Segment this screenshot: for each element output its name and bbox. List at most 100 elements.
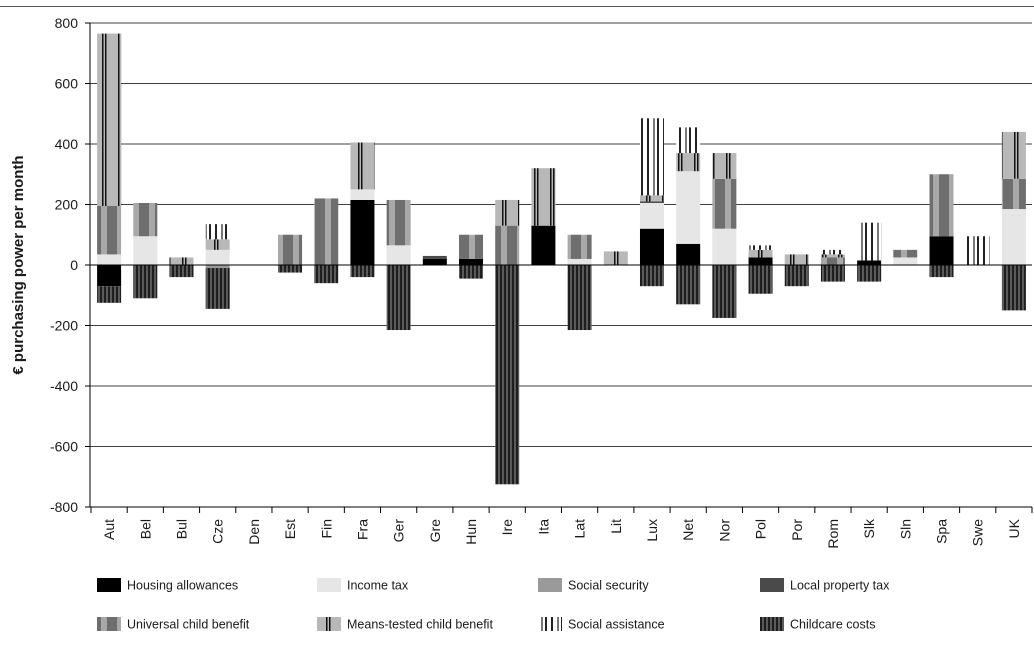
bar-segment (784, 254, 809, 265)
bar-segment (748, 257, 773, 265)
bar-segment (857, 265, 882, 282)
bar-segment (278, 265, 303, 273)
bar-segment (97, 286, 122, 303)
legend-item: Income tax (317, 578, 409, 593)
y-axis-label: € purchasing power per month (10, 155, 27, 374)
bar-segment (97, 254, 122, 265)
x-tick-label: Nor (716, 519, 732, 542)
legend-label: Local property tax (790, 579, 890, 593)
x-tick-label: Cze (210, 519, 226, 544)
bar-segment (929, 236, 954, 265)
legend-label: Income tax (347, 579, 409, 593)
bar-segment (350, 199, 375, 265)
bar-segment (567, 265, 592, 331)
legend: Housing allowances Income tax Social secur… (97, 578, 890, 632)
bar-segment (712, 153, 737, 179)
bar-segment (893, 257, 918, 265)
x-tick-label: Bul (173, 519, 189, 539)
y-tick-label: -600 (50, 439, 78, 455)
bar-segment (350, 142, 375, 190)
legend-label: Social assistance (568, 618, 665, 632)
bar-segment (567, 234, 592, 259)
x-tick-label: Spa (934, 519, 950, 544)
bar-segment (205, 249, 230, 265)
bar-segment (350, 265, 375, 278)
legend-item: Universal child benefit (97, 617, 250, 632)
x-tick-label: Fin (318, 519, 334, 538)
legend-swatch (538, 617, 562, 631)
bar-segment (422, 255, 447, 259)
legend-label: Means-tested child benefit (347, 618, 493, 632)
bar-segment (495, 199, 520, 226)
legend-swatch (97, 617, 121, 631)
bar-segment (205, 268, 230, 309)
bar-segment (929, 265, 954, 278)
bar-segment (603, 251, 628, 265)
bar-segment (567, 258, 592, 265)
bar-segment (386, 245, 411, 265)
bar-segment (97, 33, 122, 207)
bar-segment (133, 236, 158, 265)
legend-item: Social assistance (538, 617, 665, 632)
x-tick-label: Ire (499, 519, 515, 536)
x-tick-label: Bel (137, 519, 153, 539)
bar-segment (857, 222, 882, 261)
bar-segment (712, 228, 737, 265)
x-tick-label: Ger (391, 519, 407, 543)
legend-swatch (538, 578, 562, 592)
bar-segment (422, 258, 447, 265)
y-tick-label: 0 (70, 257, 78, 273)
legend-label: Universal child benefit (127, 618, 250, 632)
bars (97, 33, 1026, 485)
bar-segment (459, 265, 484, 279)
y-tick-label: -200 (50, 318, 78, 334)
bar-segment (459, 258, 484, 265)
bar-segment (639, 265, 664, 287)
y-tick-label: 200 (55, 197, 79, 213)
bar-segment (857, 260, 882, 265)
bar-segment (97, 206, 122, 255)
bar-segment (205, 224, 230, 240)
x-tick-label: Lat (572, 519, 588, 539)
x-tick-label: Den (246, 519, 262, 545)
legend-item: Housing allowances (97, 578, 238, 593)
y-tick-label: 600 (55, 76, 79, 92)
bar-segment (386, 199, 411, 246)
bar-segment (820, 249, 845, 255)
x-tick-label: Pol (753, 519, 769, 539)
y-tick-label: -400 (50, 378, 78, 394)
bar-segment (965, 236, 990, 265)
bar-segment (676, 127, 701, 154)
y-tick-label: -800 (50, 499, 78, 515)
bar-segment (712, 265, 737, 318)
legend-label: Social security (568, 579, 649, 593)
y-tick-label: 800 (55, 15, 79, 31)
x-tick-label: Fra (354, 519, 370, 540)
legend-item: Childcare costs (760, 617, 875, 632)
bar-segment (314, 198, 339, 265)
bar-segment (639, 228, 664, 265)
bar-segment (639, 118, 664, 196)
bar-segment (531, 225, 556, 265)
x-tick-labels: Aut Bel Bul Cze Den Est Fin Fra Ger Gre Hun Ire Ita L… (101, 518, 1022, 549)
x-tick-label: Aut (101, 519, 117, 540)
bar-segment (712, 178, 737, 229)
legend-item: Local property tax (760, 578, 890, 593)
x-tick-label: Swe (970, 519, 986, 546)
bar-segment (639, 201, 664, 203)
bar-segment (676, 153, 701, 172)
bar-segment (1001, 131, 1026, 179)
x-tick-label: Rom (825, 519, 841, 549)
bar-segment (386, 265, 411, 331)
bar-segment (278, 234, 303, 265)
x-tick-label: UK (1006, 518, 1022, 538)
legend-swatch (97, 578, 121, 592)
bar-segment (205, 265, 230, 269)
bar-segment (169, 257, 194, 265)
bar-segment (531, 168, 556, 226)
bar-segment (893, 249, 918, 258)
bar-segment (1001, 178, 1026, 210)
bar-segment (495, 225, 520, 265)
x-tick-label: Lit (608, 519, 624, 534)
